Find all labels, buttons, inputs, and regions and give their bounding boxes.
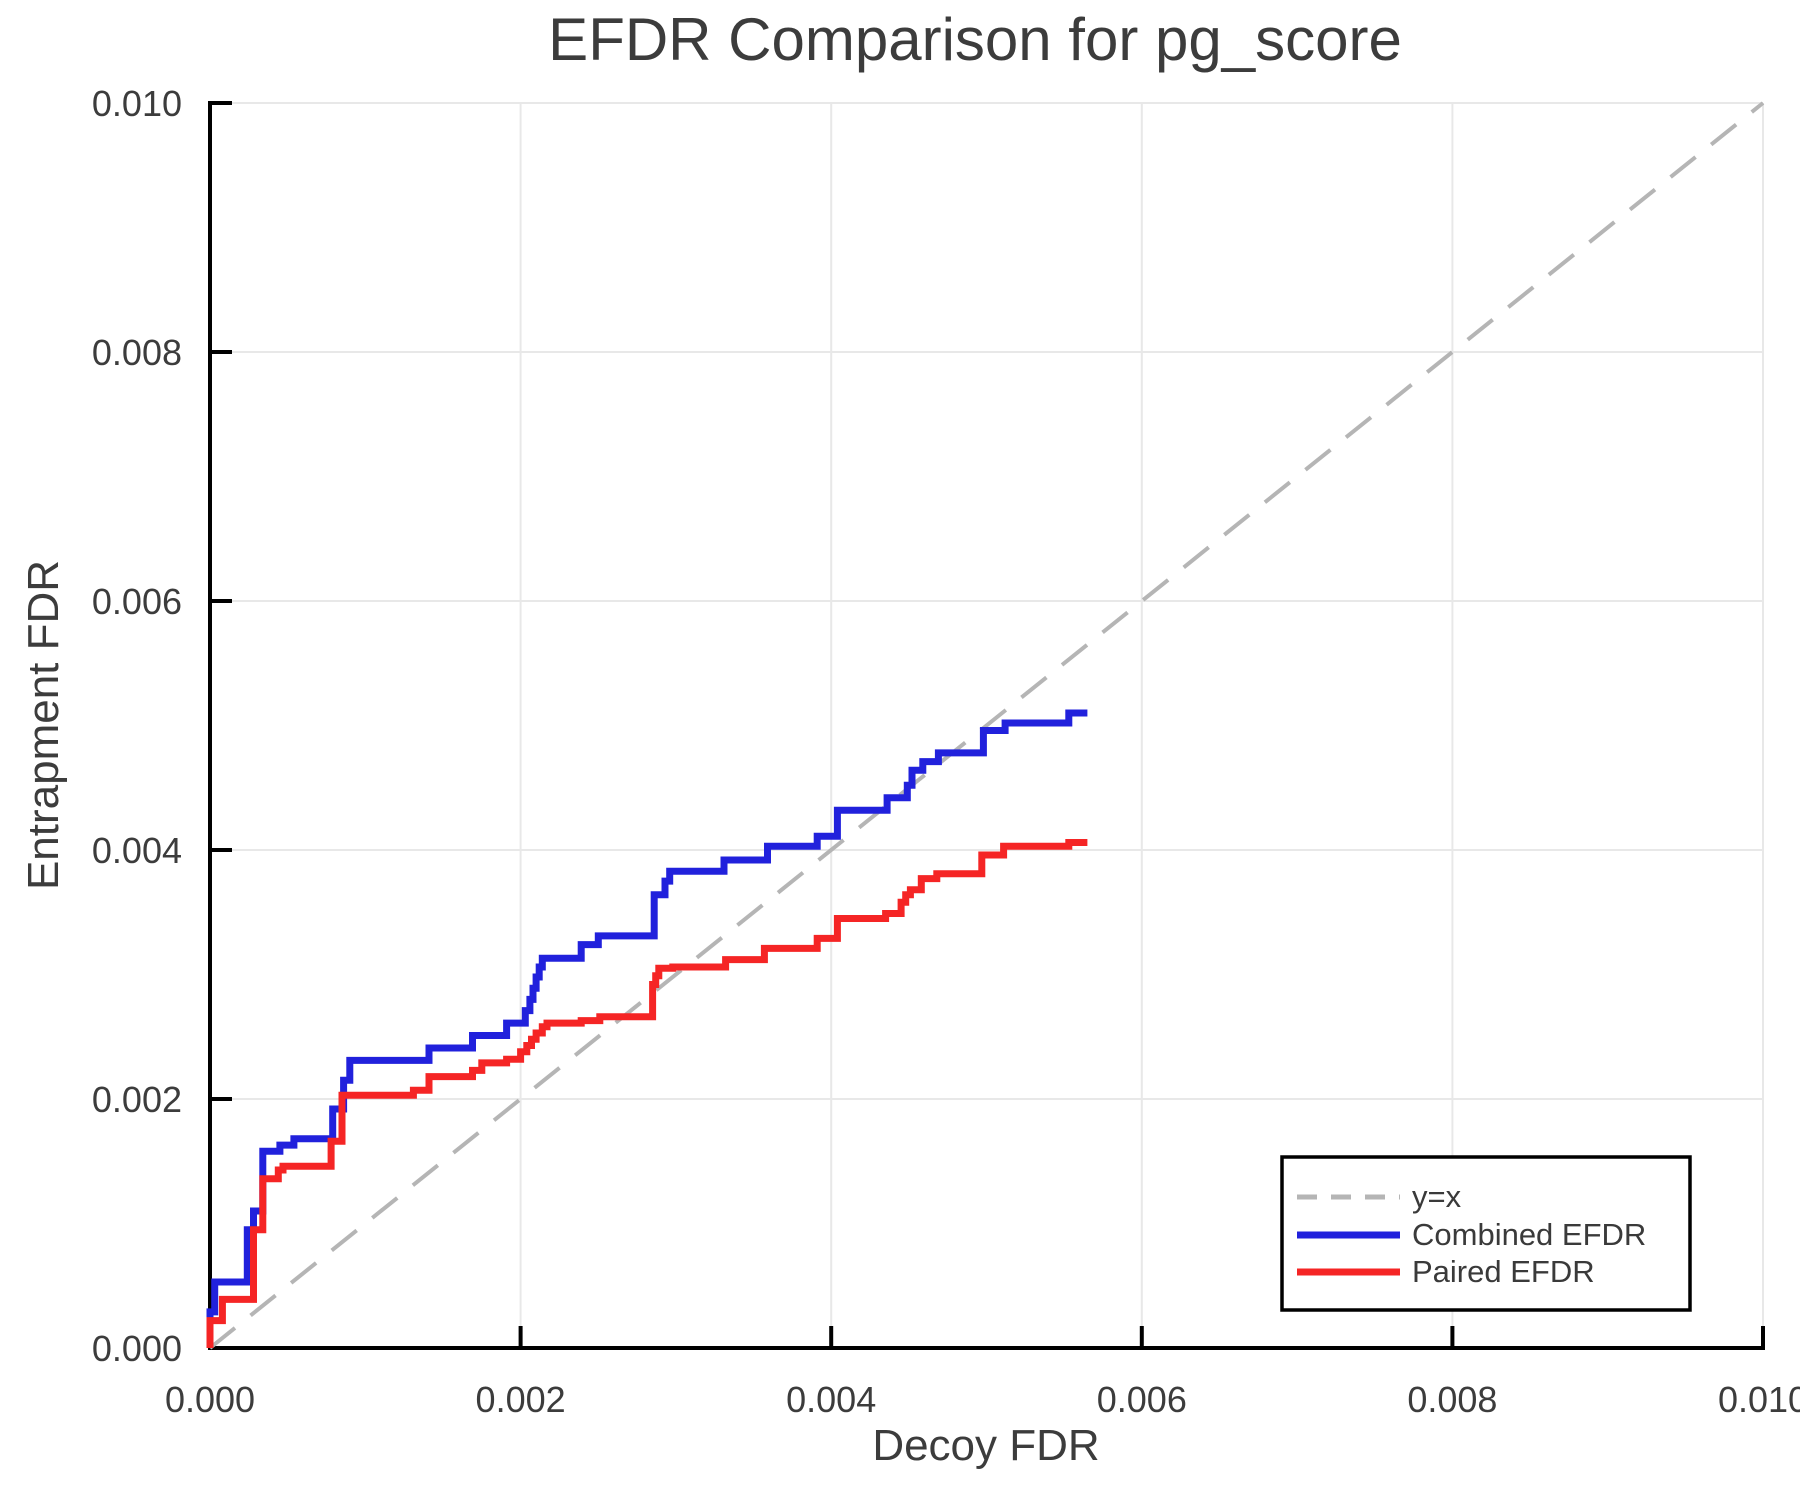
x-tick-label: 0.010: [1718, 1379, 1800, 1420]
y-tick-label: 0.008: [92, 332, 182, 373]
series-line-combined-efdr: [206, 709, 1088, 1348]
chart-title: EFDR Comparison for pg_score: [548, 6, 1402, 73]
legend: y=x Combined EFDR Paired EFDR: [1280, 1155, 1692, 1312]
y-axis-label: Entrapment FDR: [19, 560, 68, 890]
grid-lines: [210, 102, 1764, 1348]
data-series: [206, 101, 1765, 1350]
series-line-paired-efdr: [206, 839, 1088, 1348]
y-tick-label: 0.006: [92, 581, 182, 622]
x-tick-label: 0.004: [786, 1379, 876, 1420]
legend-label-identity-line: y=x: [1412, 1179, 1462, 1214]
legend-label-paired-efdr: Paired EFDR: [1412, 1254, 1595, 1289]
y-tick-label: 0.000: [92, 1328, 182, 1369]
tick-labels: 0.000 0.002 0.004 0.006 0.008 0.010 0.000 0.002…: [92, 83, 1800, 1420]
legend-label-combined-efdr: Combined EFDR: [1412, 1217, 1646, 1252]
x-tick-label: 0.008: [1407, 1379, 1497, 1420]
x-tick-label: 0.000: [165, 1379, 255, 1420]
x-tick-label: 0.006: [1097, 1379, 1187, 1420]
y-tick-label: 0.004: [92, 830, 182, 871]
y-tick-label: 0.002: [92, 1079, 182, 1120]
x-axis-label: Decoy FDR: [872, 1421, 1099, 1470]
series-line-y-x: [208, 101, 1765, 1350]
x-tick-label: 0.002: [476, 1379, 566, 1420]
y-tick-label: 0.010: [92, 83, 182, 124]
